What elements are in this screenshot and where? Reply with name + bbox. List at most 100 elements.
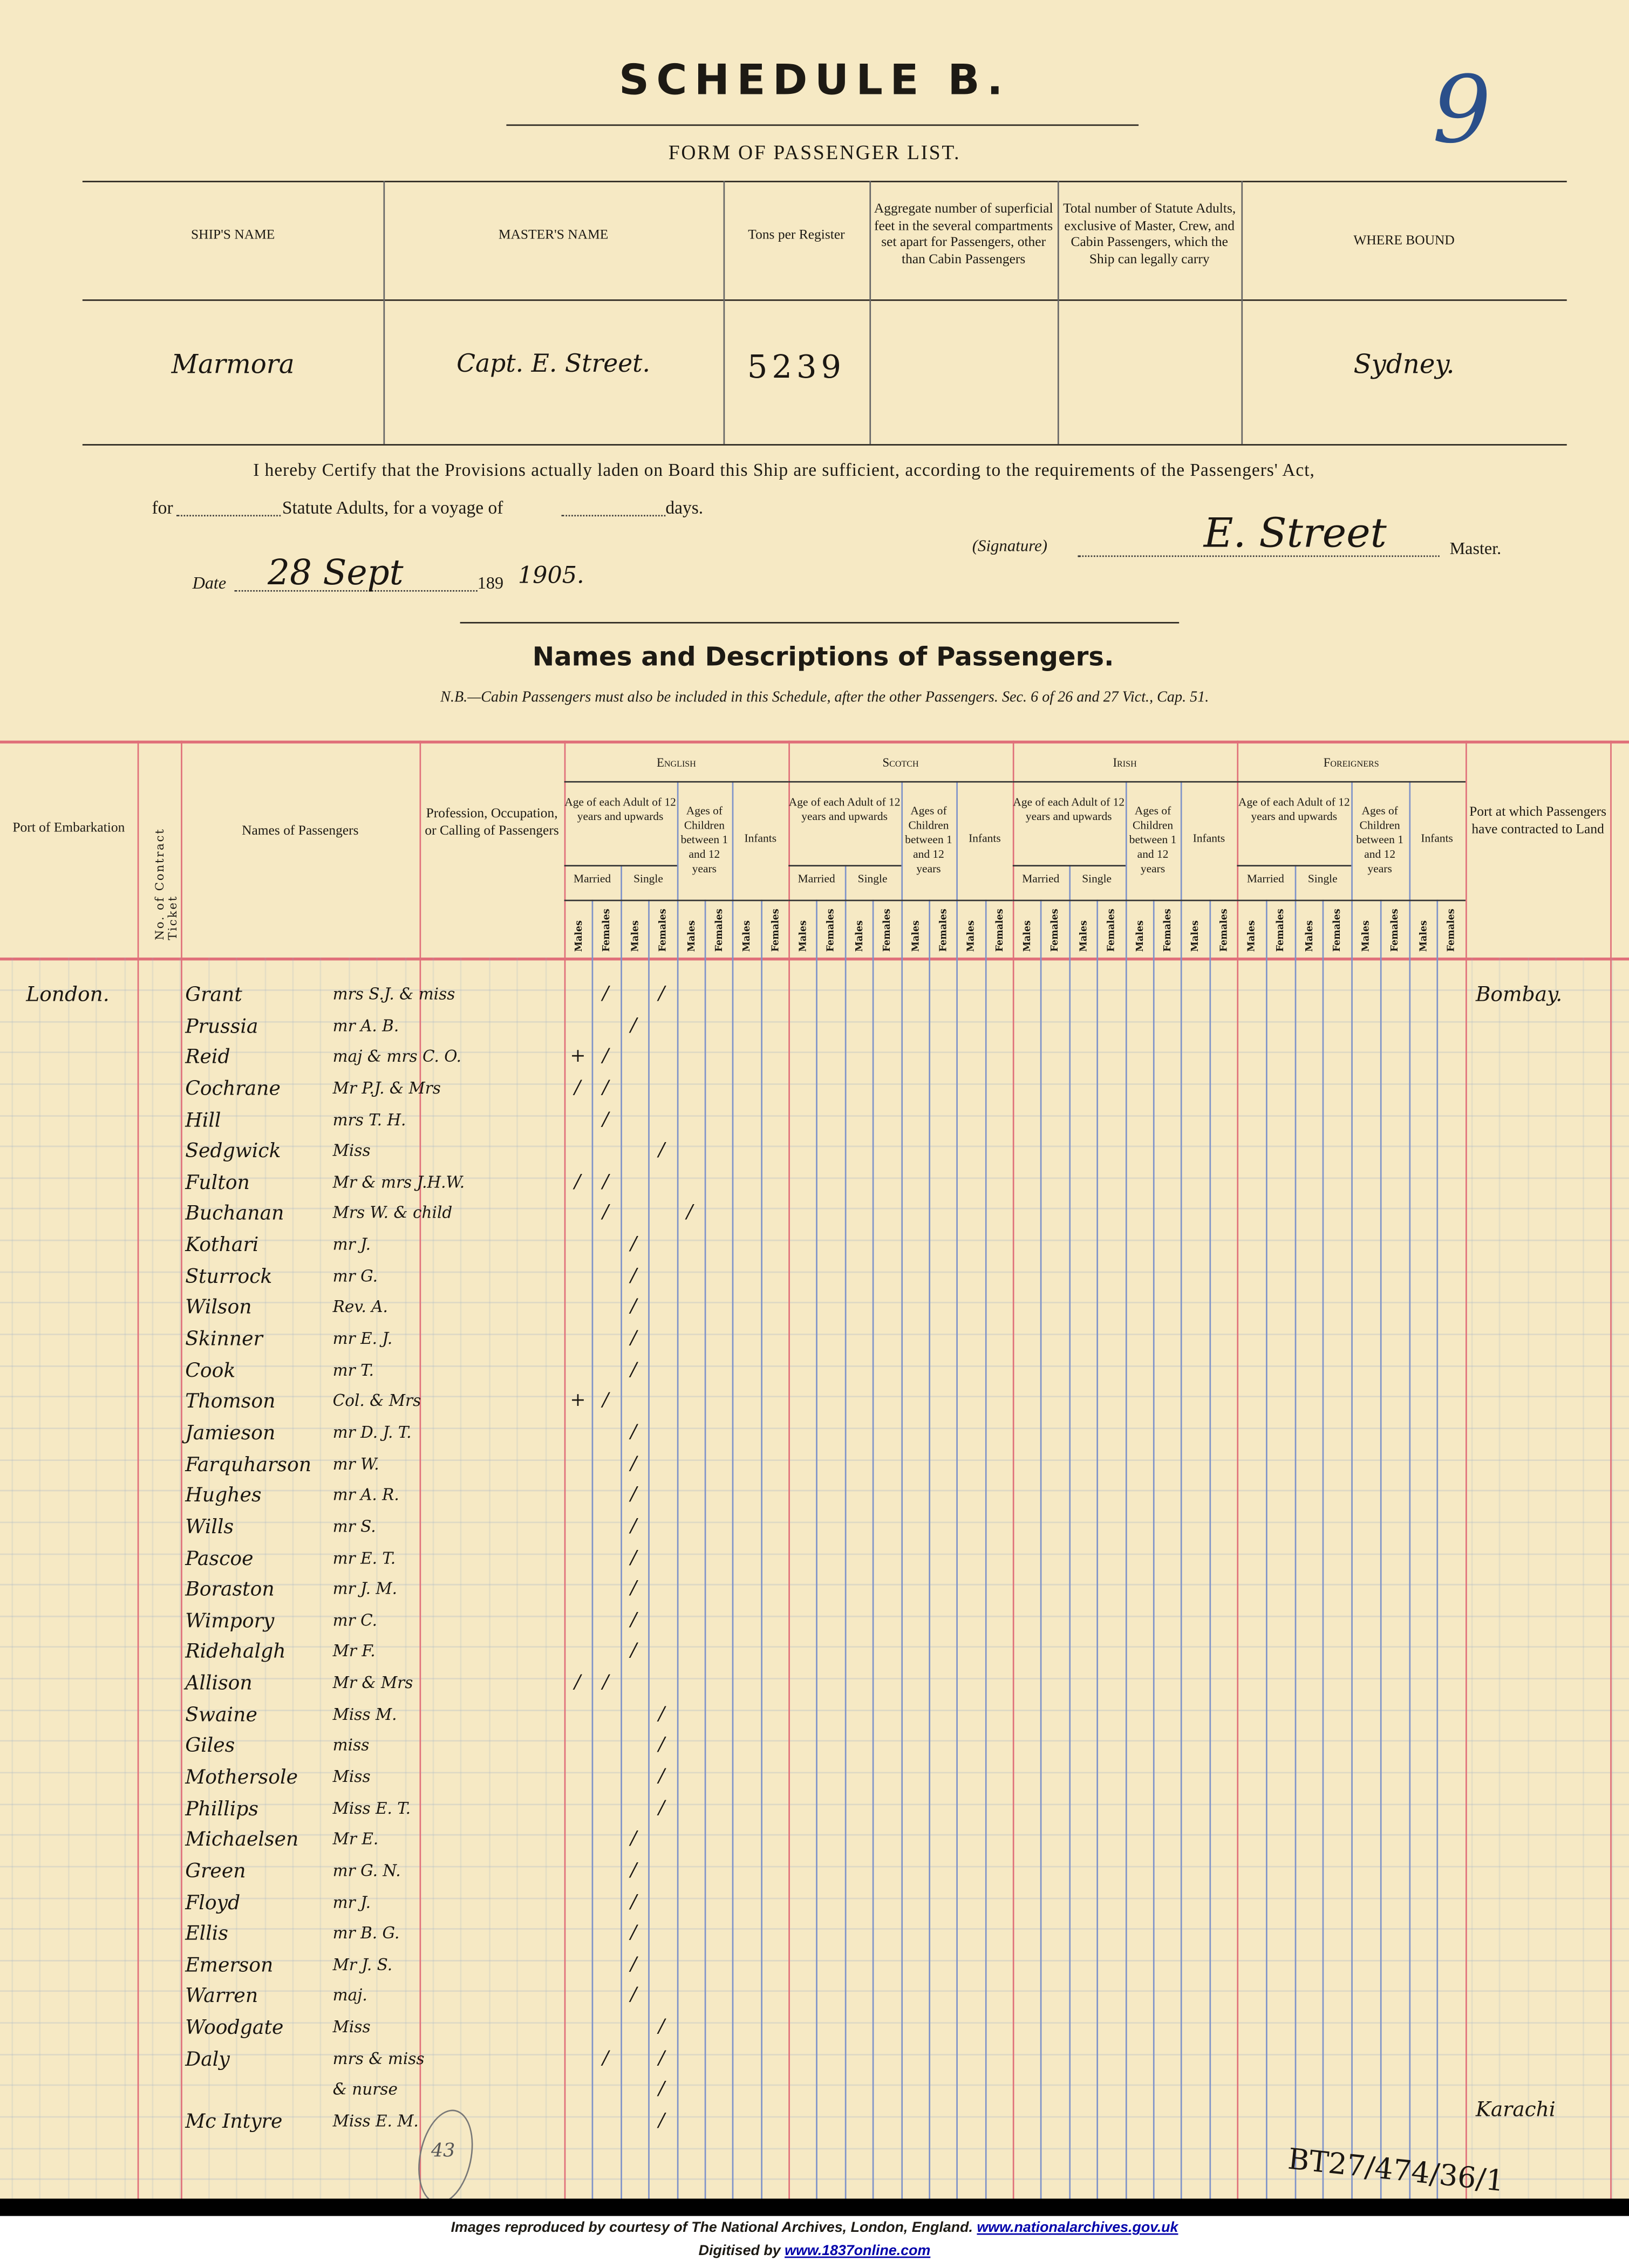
passenger-surname: Wilson — [185, 1296, 252, 1320]
ruled-line — [0, 1302, 1629, 1304]
passenger-title-initials: mr T. — [332, 1361, 374, 1379]
rule — [1012, 781, 1237, 783]
tally-mark: / — [630, 1953, 637, 1976]
ships-name-header: SHIP'S NAME — [191, 228, 275, 243]
sub-column-rule — [1068, 865, 1071, 2202]
tally-mark: / — [658, 1766, 665, 1788]
column-rule — [788, 740, 790, 2202]
master-label: Master. — [1449, 538, 1502, 558]
rule — [1237, 899, 1466, 901]
names-header: Names of Passengers — [242, 824, 359, 839]
males-header: Males — [741, 920, 753, 952]
males-header: Males — [572, 920, 585, 952]
females-header: Females — [881, 908, 893, 952]
sub-column-rule — [1380, 899, 1381, 2202]
port-of-landing: Bombay. — [1475, 983, 1563, 1007]
males-header: Males — [1360, 920, 1372, 952]
tally-mark: / — [602, 1109, 609, 1131]
tally-mark: / — [658, 2016, 665, 2039]
table-row: Hughes mr A. R. / — [0, 1485, 1629, 1515]
table-row: Allison Mr & Mrs / / — [0, 1672, 1629, 1703]
tally-mark: / — [602, 1046, 609, 1068]
table-row: Boraston mr J. M. / — [0, 1579, 1629, 1609]
national-archives-link[interactable]: www.nationalarchives.gov.uk — [977, 2220, 1178, 2237]
ruled-line — [39, 957, 42, 2202]
passenger-surname: Ellis — [185, 1922, 228, 1946]
passenger-surname: Daly — [185, 2047, 230, 2071]
online-link[interactable]: www.1837online.com — [785, 2243, 931, 2260]
passenger-title-initials: mr G. — [332, 1267, 378, 1286]
signature-field — [1078, 555, 1440, 557]
passenger-title-initials: mr E. J. — [332, 1329, 393, 1348]
ruled-line — [1555, 957, 1557, 2202]
total-statute-adults-header: Total number of Statute Adults, exclusiv… — [1063, 202, 1236, 267]
passengers-title: Names and Descriptions of Passengers. — [532, 642, 1114, 673]
rule — [1237, 781, 1466, 783]
females-header: Females — [769, 908, 781, 952]
master-signature: E. Street — [1203, 509, 1387, 557]
rule — [1237, 865, 1352, 867]
column-rule — [564, 740, 566, 2202]
column-rule — [1466, 740, 1467, 2202]
females-header: Females — [825, 908, 837, 952]
table-row: Phillips Miss E. T. / — [0, 1798, 1629, 1828]
ruled-line — [0, 1959, 1629, 1962]
signature-label: (Signature) — [972, 538, 1048, 556]
table-row: Prussia mr A. B. / — [0, 1015, 1629, 1045]
ruled-line — [0, 1866, 1629, 1868]
ruled-line — [0, 1834, 1629, 1836]
females-header: Females — [1217, 908, 1230, 952]
ruled-line — [0, 1177, 1629, 1179]
sub-column-rule — [1124, 781, 1127, 2202]
married-header: Married — [1246, 872, 1284, 885]
table-row: Woodgate Miss / — [0, 2017, 1629, 2047]
table-row: Green mr G. N. / — [0, 1860, 1629, 1890]
females-header: Females — [1331, 908, 1343, 952]
females-header: Females — [713, 908, 725, 952]
ruled-line — [432, 957, 434, 2202]
children-age-header: Ages of Children between 1 and 12 years — [1356, 804, 1403, 876]
ruled-line — [0, 1240, 1629, 1241]
sub-column-rule — [873, 899, 874, 2202]
table-row: London. Grant mrs S.J. & miss / / Bombay. — [0, 983, 1629, 1014]
folio-number: 9 — [1432, 58, 1491, 165]
rule — [564, 899, 789, 901]
table-row: Wilson Rev. A. / — [0, 1296, 1629, 1327]
passenger-title-initials: Mr E. — [332, 1830, 379, 1849]
column-divider — [723, 181, 725, 445]
column-divider — [383, 181, 385, 445]
tally-mark: / — [630, 1828, 637, 1850]
males-header: Males — [1189, 920, 1202, 952]
days-label: days. — [665, 497, 704, 518]
passenger-surname: Warren — [185, 1985, 258, 2009]
tally-mark: / — [630, 1922, 637, 1945]
passenger-title-initials: mr D. J. T. — [332, 1423, 412, 1443]
circled-number: 43 — [431, 2141, 455, 2163]
tally-mark: / — [630, 1422, 637, 1444]
males-header: Males — [797, 920, 809, 952]
tally-mark: / — [658, 2110, 665, 2133]
ruled-line — [0, 2178, 1629, 2181]
for-label: for — [152, 497, 173, 518]
sub-column-rule — [928, 899, 930, 2202]
table-row: Farquharson mr W. / — [0, 1453, 1629, 1484]
ruled-line — [0, 989, 1629, 991]
tally-mark: / — [630, 1359, 637, 1381]
column-rule — [419, 740, 421, 2202]
table-row: Cochrane Mr P.J. & Mrs / / — [0, 1077, 1629, 1108]
tons-per-register-header: Tons per Register — [748, 228, 845, 243]
ruled-line — [0, 1772, 1629, 1774]
sub-column-rule — [901, 781, 902, 2202]
table-row: Pascoe mr E. T. / — [0, 1547, 1629, 1577]
port-of-embarkation: London. — [26, 983, 110, 1007]
sub-column-rule — [984, 899, 986, 2202]
sub-column-rule — [1209, 899, 1211, 2202]
ruled-line — [1499, 957, 1501, 2202]
passenger-title-initials: Miss M. — [332, 1705, 397, 1724]
sub-column-rule — [816, 899, 818, 2202]
tally-mark: / — [630, 1891, 637, 1914]
ruled-line — [0, 1740, 1629, 1743]
table-row: Reid maj & mrs C. O. / + — [0, 1046, 1629, 1076]
adult-age-header: Age of each Adult of 12 years and upward… — [1238, 795, 1350, 823]
males-header: Males — [1245, 920, 1257, 952]
